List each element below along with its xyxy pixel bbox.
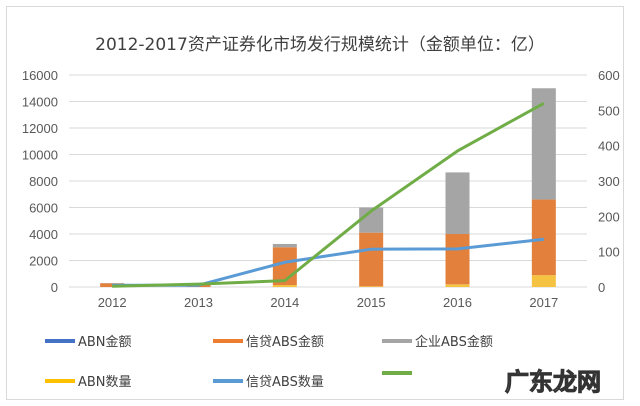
x-tick-label: 2014 [270,295,299,310]
left-tick-label: 0 [51,280,58,295]
x-tick-label: 2017 [529,295,558,310]
bar-ABN金额 [445,284,470,287]
bar-企业ABS金额 [445,172,470,234]
left-tick-label: 2000 [29,254,58,269]
right-tick-label: 500 [598,103,620,118]
left-tick-label: 6000 [29,201,58,216]
bar-ABN金额 [359,286,384,287]
legend-label: ABN金额 [78,335,132,350]
right-tick-label: 600 [598,68,620,83]
bar-ABN金额 [272,285,297,287]
left-tick-label: 10000 [22,148,58,163]
watermark: 广东龙网 [505,368,602,397]
legend-swatch [213,378,243,383]
right-tick-label: 100 [598,245,620,260]
legend-item [382,371,415,375]
right-tick-label: 300 [598,174,620,189]
legend-swatch [382,338,412,343]
legend-label: 信贷ABS数量 [246,375,324,390]
legend-swatch [45,378,75,383]
bar-信贷ABS金额 [445,234,470,285]
chart-title: 2012-2017资产证券化市场发行规模统计（金额单位：亿） [95,35,545,55]
left-tick-label: 8000 [29,174,58,189]
left-tick-label: 16000 [22,68,58,83]
right-tick-label: 200 [598,209,620,224]
legend-swatch [213,338,243,343]
legend-swatch [45,338,75,343]
legend-label: 信贷ABS金额 [246,335,324,350]
legend-item: 信贷ABS数量 [213,371,324,390]
x-tick-label: 2016 [443,295,472,310]
right-tick-label: 0 [598,280,605,295]
line-series [112,101,545,288]
x-tick-label: 2012 [98,295,127,310]
legend-label: 企业ABS金额 [415,335,493,350]
left-tick-label: 4000 [29,227,58,242]
x-tick-label: 2013 [184,295,213,310]
legend-swatch [382,371,412,375]
legend-item: ABN数量 [45,371,132,390]
bar-信贷ABS金额 [359,232,384,287]
left-tick-label: 14000 [22,95,58,110]
legend-item: 企业ABS金额 [382,331,493,350]
legend-item: 信贷ABS金额 [213,331,324,350]
left-tick-label: 12000 [22,121,58,136]
bar-ABN金额 [531,275,556,287]
bar-企业ABS金额 [272,243,297,248]
legend-label: ABN数量 [78,375,132,390]
right-tick-label: 400 [598,139,620,154]
x-tick-label: 2015 [357,295,386,310]
bar-信贷ABS金额 [531,199,556,276]
legend-item: ABN金额 [45,331,132,350]
chart-frame [6,6,624,400]
